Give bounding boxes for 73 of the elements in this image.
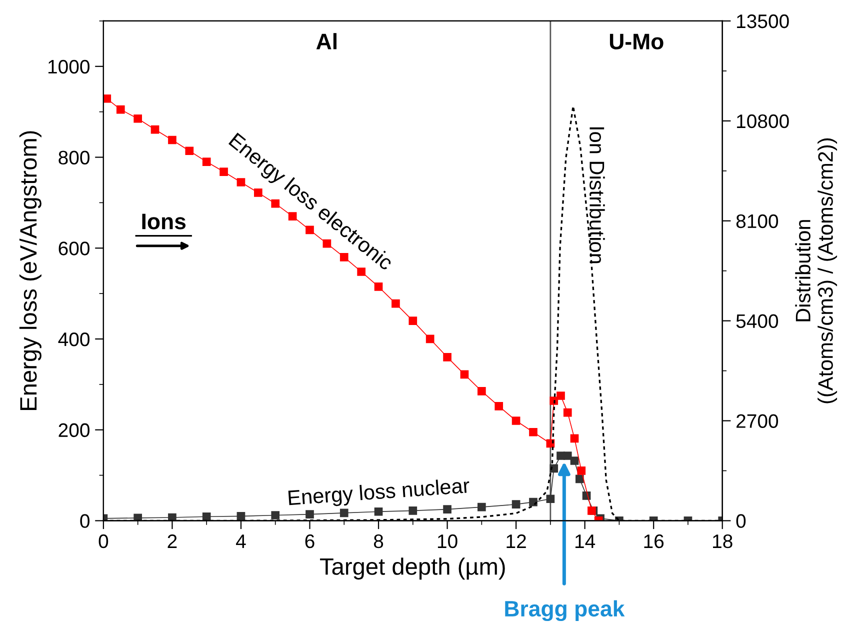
x-tick-label: 6 xyxy=(305,534,314,548)
point xyxy=(306,510,314,519)
y2-tick-label: 10800 xyxy=(737,114,789,128)
point xyxy=(116,105,125,114)
y-tick-label: 600 xyxy=(58,242,90,256)
point xyxy=(288,212,297,220)
point xyxy=(443,505,452,514)
x-tick-label: 14 xyxy=(575,534,596,548)
x-tick-label: 2 xyxy=(168,534,177,548)
point xyxy=(570,434,579,443)
x-tick-label: 10 xyxy=(438,534,458,548)
point xyxy=(150,125,160,134)
annotation: Bragg peak xyxy=(505,600,625,622)
point xyxy=(134,514,142,521)
point xyxy=(306,226,314,234)
x-tick-label: 0 xyxy=(98,534,108,548)
point xyxy=(563,452,572,460)
x-tick-label: 18 xyxy=(713,534,732,548)
point xyxy=(546,494,555,504)
point xyxy=(570,456,579,465)
point xyxy=(478,502,486,512)
y2-tick-label: 13500 xyxy=(737,14,789,28)
x-tick-label: 12 xyxy=(506,534,526,548)
point xyxy=(392,299,400,308)
point xyxy=(556,392,565,400)
x-tick-label: 8 xyxy=(374,534,384,548)
point xyxy=(271,511,280,520)
point xyxy=(478,387,486,396)
point xyxy=(374,507,383,516)
annotation: Al xyxy=(316,33,336,50)
point xyxy=(185,146,194,156)
series-label: Energy loss nuclear xyxy=(288,477,470,510)
point xyxy=(340,508,348,518)
point xyxy=(443,352,452,362)
point xyxy=(374,282,383,291)
x-tick-label: 4 xyxy=(236,534,246,548)
point xyxy=(134,114,142,123)
point xyxy=(168,513,176,521)
y-tick-label: 400 xyxy=(58,332,90,346)
y2-tick-label: 8100 xyxy=(736,214,778,228)
y2-axis-title: Distribution ((Atoms/cm3) / (Atoms/cm2)) xyxy=(795,138,838,404)
point xyxy=(494,402,504,410)
point xyxy=(563,408,572,417)
point xyxy=(408,506,418,515)
point xyxy=(575,474,584,484)
point xyxy=(220,168,228,176)
point xyxy=(408,316,418,325)
x-tick-label: 16 xyxy=(644,534,664,548)
point xyxy=(512,416,520,425)
y-tick-label: 800 xyxy=(58,150,90,164)
annotation: U-Mo xyxy=(610,34,664,50)
y-tick-label: 200 xyxy=(58,423,90,438)
y-tick-label: 1000 xyxy=(48,60,90,74)
annotation: Ions xyxy=(142,214,186,230)
point xyxy=(103,94,112,103)
point xyxy=(460,370,469,379)
point xyxy=(426,334,434,344)
point xyxy=(529,428,538,436)
point xyxy=(512,500,520,509)
point xyxy=(168,136,176,144)
point xyxy=(254,188,262,197)
y2-tick-label: 5400 xyxy=(736,314,778,328)
y2-tick-label: 0 xyxy=(736,514,746,528)
point xyxy=(271,199,280,208)
x-axis-title: Target depth (µm) xyxy=(320,558,505,580)
point xyxy=(577,466,586,475)
text: Ion Distribution xyxy=(590,127,605,264)
point xyxy=(202,158,211,166)
y-tick-label: 0 xyxy=(80,514,90,528)
y-axis-title: Energy loss (eV/Angstrom) xyxy=(19,131,42,410)
point xyxy=(202,512,211,521)
y2-tick-label: 2700 xyxy=(736,414,778,428)
point xyxy=(236,512,246,520)
